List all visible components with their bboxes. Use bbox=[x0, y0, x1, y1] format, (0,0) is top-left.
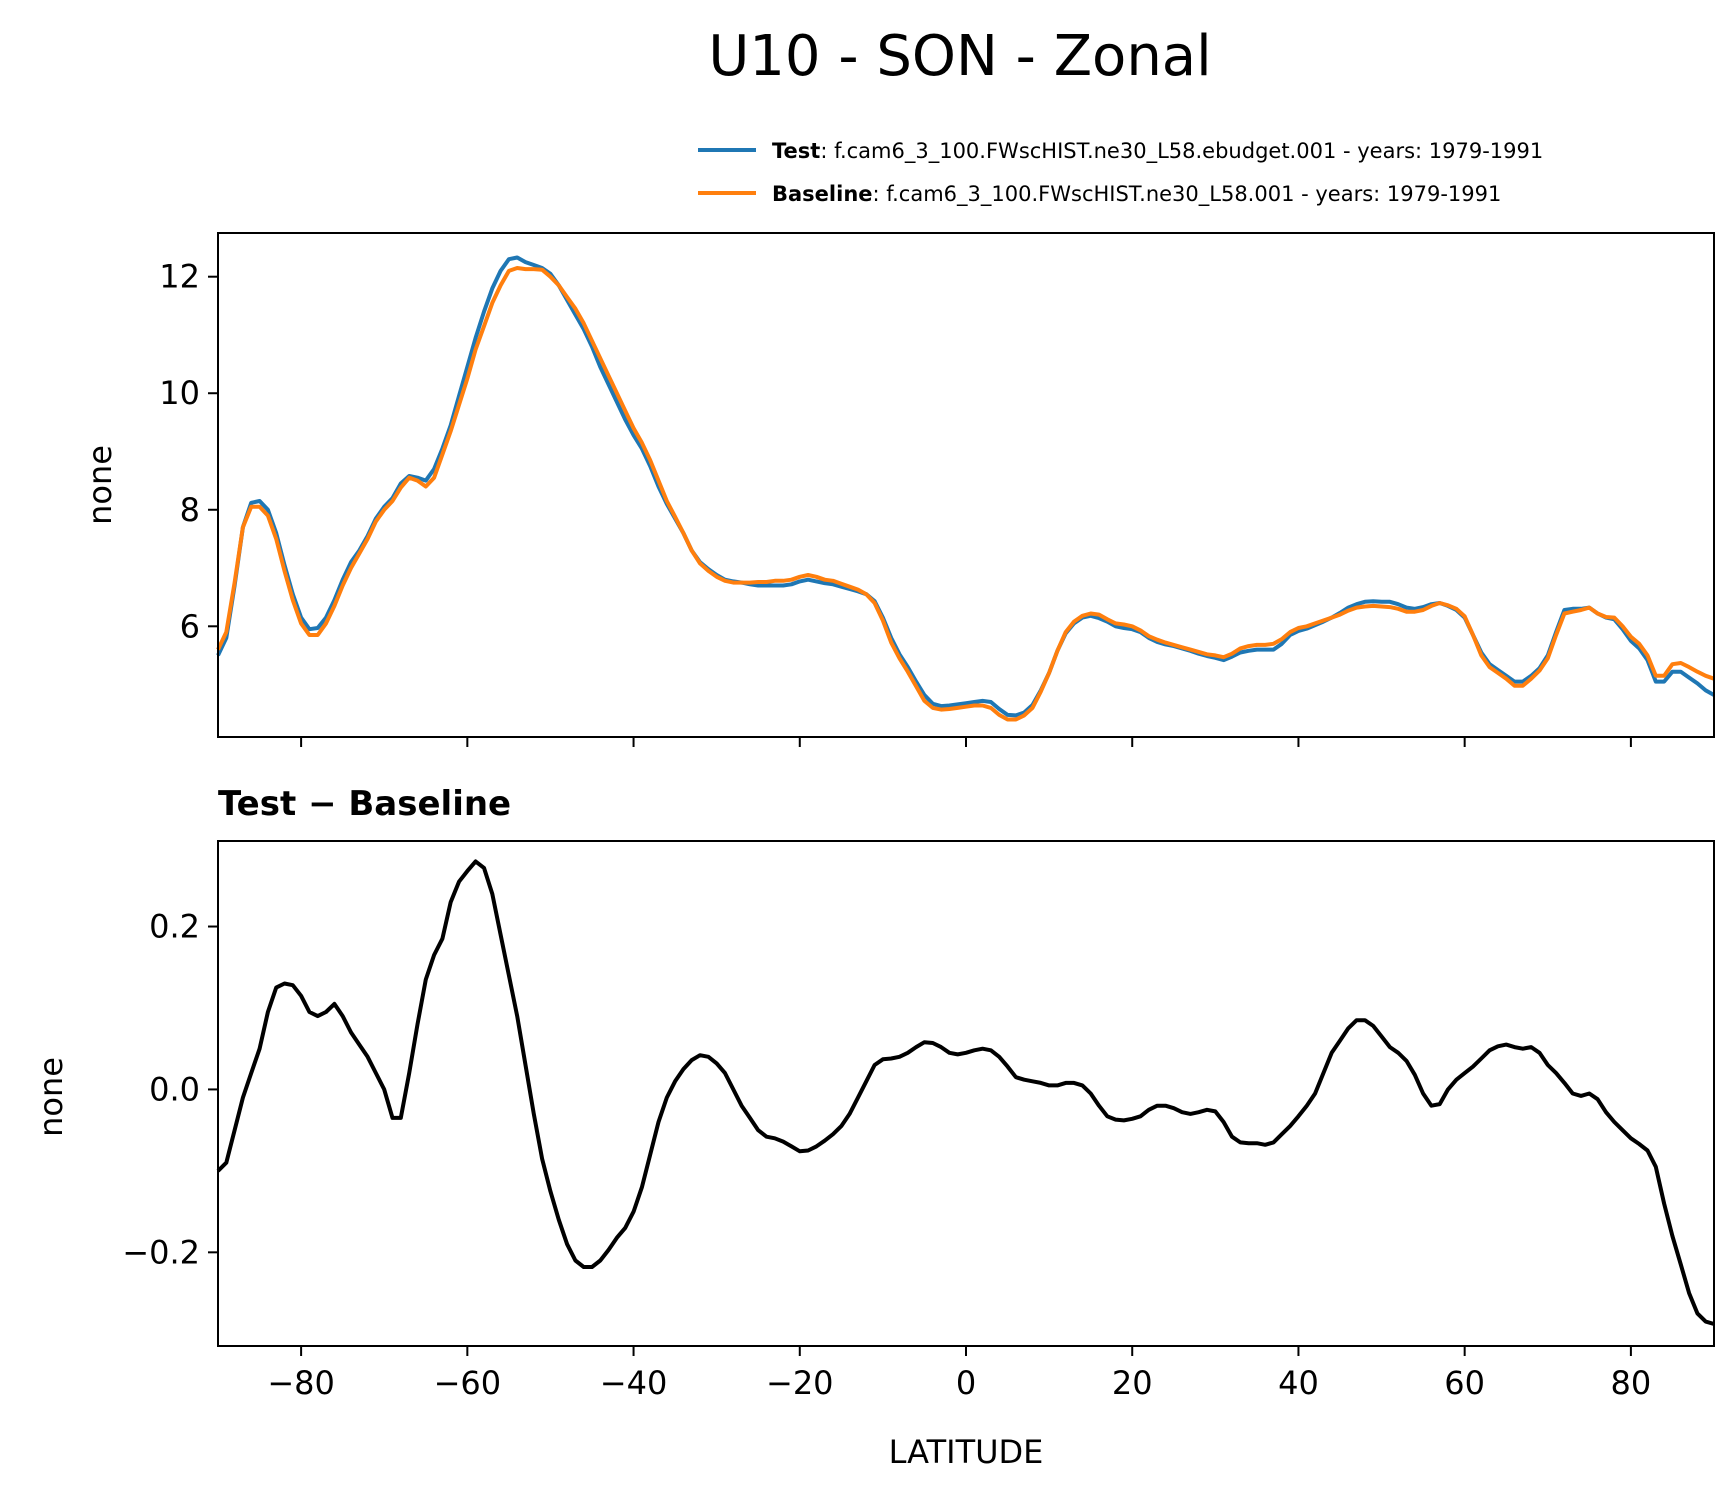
legend: Test: f.cam6_3_100.FWscHIST.ne30_L58.ebu… bbox=[698, 139, 1543, 207]
bottom-y-ticks: −0.2 0.0 0.2 bbox=[122, 908, 218, 1271]
x-axis-label: LATITUDE bbox=[889, 1433, 1044, 1471]
top-y-tick-label: 8 bbox=[180, 491, 200, 529]
top-x-ticks bbox=[300, 737, 1632, 747]
test-series-line bbox=[216, 255, 1715, 718]
legend-test-desc: : f.cam6_3_100.FWscHIST.ne30_L58.ebudget… bbox=[820, 139, 1543, 164]
x-tick-label: −80 bbox=[267, 1364, 335, 1402]
bottom-plot-frame bbox=[217, 840, 1715, 1347]
x-tick-label: −20 bbox=[766, 1364, 834, 1402]
x-tick-label: −40 bbox=[600, 1364, 668, 1402]
x-tick-label: 80 bbox=[1611, 1364, 1652, 1402]
top-y-axis-label: none bbox=[81, 445, 119, 525]
legend-test-key: Test bbox=[772, 139, 820, 163]
bottom-y-tick-label: 0.2 bbox=[149, 908, 200, 946]
legend-baseline-label: Baseline: f.cam6_3_100.FWscHIST.ne30_L58… bbox=[772, 182, 1501, 207]
top-plot-frame bbox=[217, 232, 1715, 738]
difference-series-line bbox=[216, 859, 1715, 1326]
legend-test-label: Test: f.cam6_3_100.FWscHIST.ne30_L58.ebu… bbox=[772, 139, 1543, 164]
top-panel: 6 8 10 12 none bbox=[81, 232, 1715, 747]
top-y-tick-label: 10 bbox=[159, 374, 200, 412]
x-tick-label: 60 bbox=[1444, 1364, 1485, 1402]
x-tick-label: 20 bbox=[1112, 1364, 1153, 1402]
bottom-panel: Test − Baseline −0.2 0.0 0.2 −80 −60 −40 −20 0… bbox=[32, 784, 1715, 1471]
baseline-series-line bbox=[216, 266, 1715, 722]
x-tick-label: 0 bbox=[956, 1364, 976, 1402]
bottom-y-axis-label: none bbox=[32, 1057, 70, 1137]
bottom-y-tick-label: 0.0 bbox=[149, 1070, 200, 1108]
chart-title: U10 - SON - Zonal bbox=[708, 24, 1211, 89]
difference-panel-title: Test − Baseline bbox=[218, 784, 511, 824]
legend-baseline-key: Baseline bbox=[772, 182, 873, 206]
top-y-ticks: 6 8 10 12 bbox=[159, 258, 218, 645]
top-y-tick-label: 6 bbox=[180, 607, 200, 645]
legend-baseline-desc: : f.cam6_3_100.FWscHIST.ne30_L58.001 - y… bbox=[873, 182, 1502, 207]
bottom-x-ticks: −80 −60 −40 −20 0 20 40 60 80 bbox=[267, 1346, 1651, 1402]
top-y-tick-label: 12 bbox=[159, 258, 200, 296]
x-tick-label: 40 bbox=[1278, 1364, 1319, 1402]
bottom-y-tick-label: −0.2 bbox=[122, 1233, 200, 1271]
x-tick-label: −60 bbox=[434, 1364, 502, 1402]
